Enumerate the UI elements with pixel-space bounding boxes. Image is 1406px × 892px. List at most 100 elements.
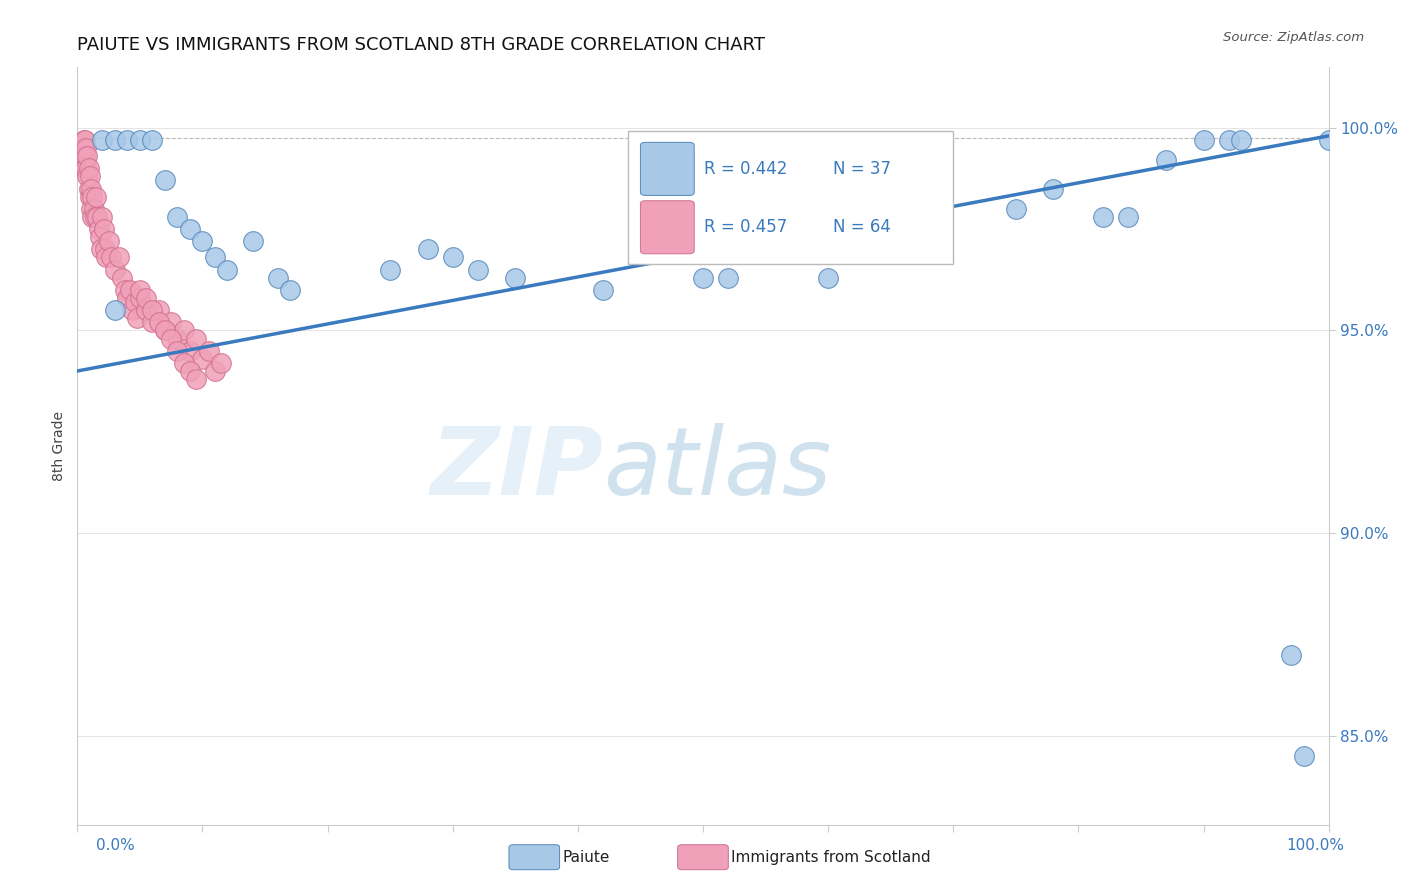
Point [503,270,526,285]
Point [129,133,152,147]
Point [173,356,195,370]
Point [77,181,100,195]
Point [73,149,96,163]
Point [97,234,120,248]
Point [100,251,122,265]
Point [1192,133,1215,147]
Point [191,234,214,248]
FancyBboxPatch shape [641,201,695,254]
Point [467,262,489,277]
Point [204,251,226,265]
Point [104,303,127,318]
Point [121,303,143,318]
Point [166,343,188,358]
Text: 100.0%: 100.0% [1286,838,1344,853]
Point [86,210,108,224]
Point [441,251,464,265]
Point [166,210,188,224]
Point [179,364,201,378]
Point [87,222,110,236]
Point [166,332,188,346]
Point [82,210,104,224]
Point [107,251,129,265]
Point [93,222,115,236]
Point [127,311,149,326]
Point [209,356,232,370]
Point [153,323,176,337]
Point [197,343,219,358]
Text: Paiute: Paiute [562,850,610,864]
Point [79,169,101,184]
Point [266,270,288,285]
Text: N = 64: N = 64 [834,219,891,236]
Point [191,351,214,366]
Point [141,303,163,318]
Point [1218,133,1240,147]
Point [278,283,301,297]
Text: R = 0.442: R = 0.442 [704,160,787,178]
Point [242,234,264,248]
Point [592,283,614,297]
Point [692,270,714,285]
Point [179,222,201,236]
Point [129,291,152,305]
Point [148,315,170,329]
Point [91,210,114,224]
FancyBboxPatch shape [628,131,953,264]
Point [91,133,114,147]
Point [129,283,152,297]
Point [1279,648,1302,662]
Point [82,189,104,203]
Point [217,262,239,277]
Text: Source: ZipAtlas.com: Source: ZipAtlas.com [1223,31,1364,45]
Point [141,133,163,147]
Point [84,189,107,203]
Point [77,161,100,176]
Point [1154,153,1177,168]
Point [89,230,111,244]
Text: atlas: atlas [603,423,831,515]
Point [378,262,402,277]
Point [73,133,96,147]
Point [160,315,183,329]
Point [880,181,903,195]
Point [1292,749,1315,764]
Point [111,270,134,285]
Point [160,332,183,346]
Point [141,315,163,329]
Point [83,202,105,216]
Point [204,364,226,378]
Point [80,202,103,216]
Point [186,332,208,346]
Point [153,323,176,337]
Y-axis label: 8th Grade: 8th Grade [52,411,66,481]
Point [186,372,208,386]
Point [1042,181,1064,195]
Point [117,133,139,147]
Point [1118,210,1140,224]
Point [717,270,740,285]
Point [75,161,97,176]
Point [76,149,98,163]
Point [80,181,103,195]
Point [148,303,170,318]
Point [72,141,94,155]
FancyBboxPatch shape [641,143,695,195]
Point [117,291,139,305]
Point [135,291,157,305]
Point [94,251,117,265]
Point [855,169,877,184]
Point [114,283,136,297]
Text: ZIP: ZIP [430,423,603,515]
Point [79,189,101,203]
Point [75,141,97,155]
Point [72,133,94,147]
Point [1004,202,1026,216]
Point [94,243,117,257]
Point [1092,210,1115,224]
Point [173,323,195,337]
Text: Immigrants from Scotland: Immigrants from Scotland [731,850,931,864]
Text: N = 37: N = 37 [834,160,891,178]
Text: R = 0.457: R = 0.457 [704,219,787,236]
Point [90,243,112,257]
